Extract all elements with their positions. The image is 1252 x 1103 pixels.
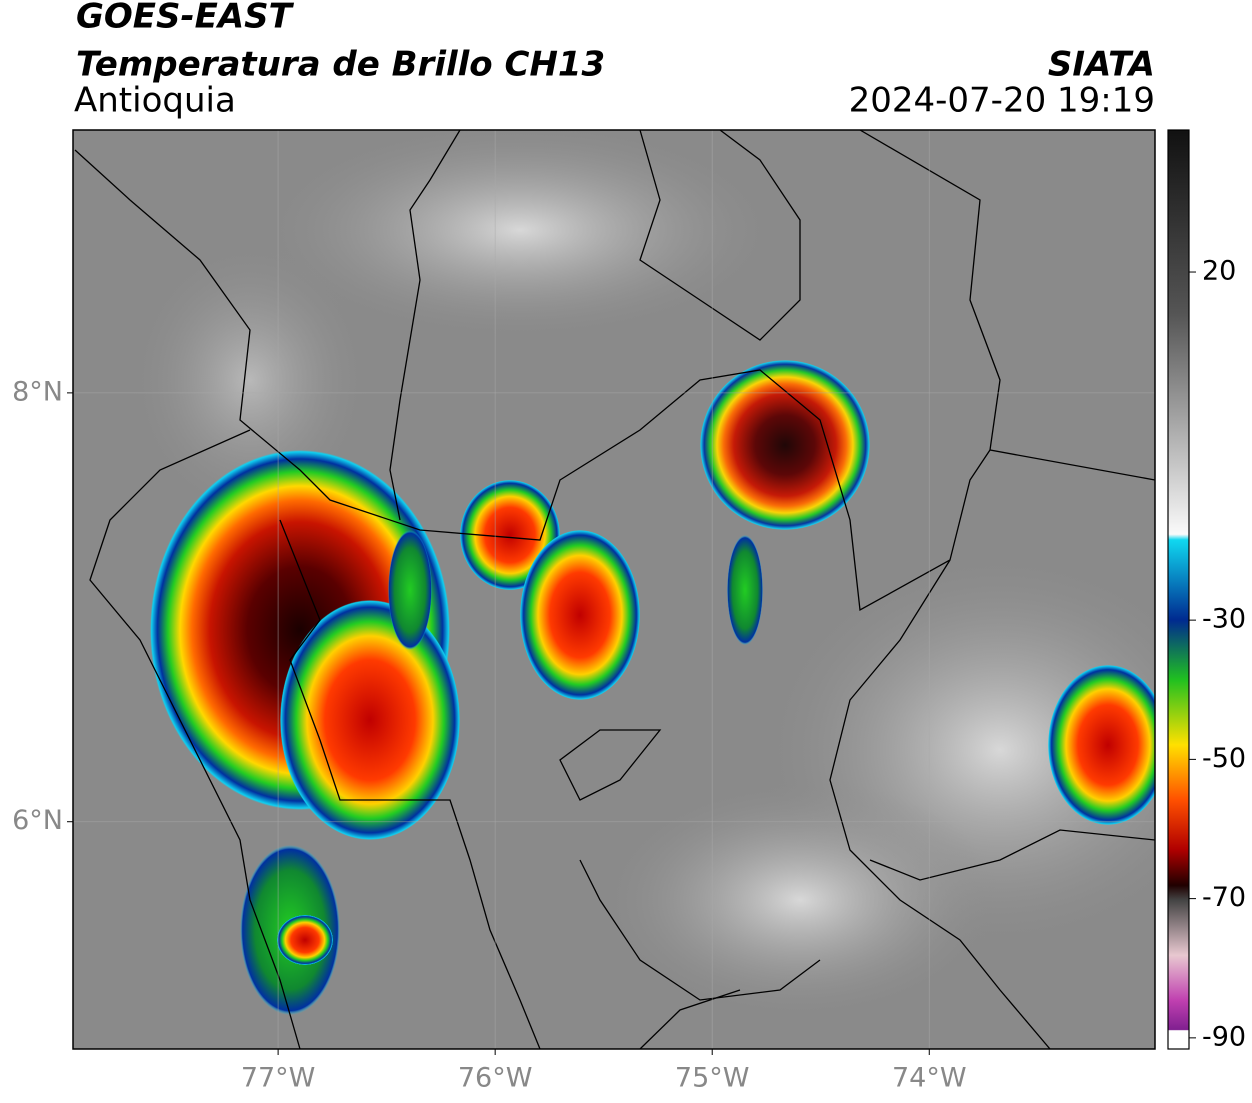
grid: [73, 130, 1155, 1049]
x-tick-label: 77°W: [241, 1063, 316, 1094]
colorbar-tick-label: -50: [1202, 743, 1246, 774]
x-tick-label: 75°W: [675, 1063, 750, 1094]
borders: [74, 130, 1155, 1049]
map-image: [73, 130, 1155, 1049]
x-tick-label: 76°W: [458, 1063, 533, 1094]
storm: [727, 535, 763, 645]
colorbar-tick-label: -90: [1202, 1021, 1246, 1052]
colorbar-tick-label: -70: [1202, 882, 1246, 913]
storm: [388, 530, 432, 650]
storm: [1048, 665, 1155, 825]
storm: [700, 360, 870, 530]
x-tick-label: 74°W: [892, 1063, 967, 1094]
map-frame: [72, 129, 1156, 1050]
title: GOES-EAST: [76, 0, 295, 37]
storm: [520, 530, 640, 700]
y-tick-label: 8°N: [12, 376, 63, 407]
region: Antioquia: [74, 81, 236, 121]
storm: [277, 915, 333, 965]
cloud: [600, 780, 1000, 1020]
y-tick-label: 6°N: [12, 805, 63, 836]
cloud: [130, 240, 370, 520]
subtitle: Temperatura de Brillo CH13: [76, 45, 605, 85]
source: SIATA: [1048, 45, 1155, 85]
colorbar: [1167, 129, 1190, 1050]
colorbar-tick-label: -30: [1202, 604, 1246, 635]
colorbar-tick-label: 20: [1202, 256, 1236, 287]
storm: [280, 600, 460, 840]
datetime: 2024-07-20 19:19: [849, 81, 1155, 121]
cloud: [260, 130, 780, 340]
